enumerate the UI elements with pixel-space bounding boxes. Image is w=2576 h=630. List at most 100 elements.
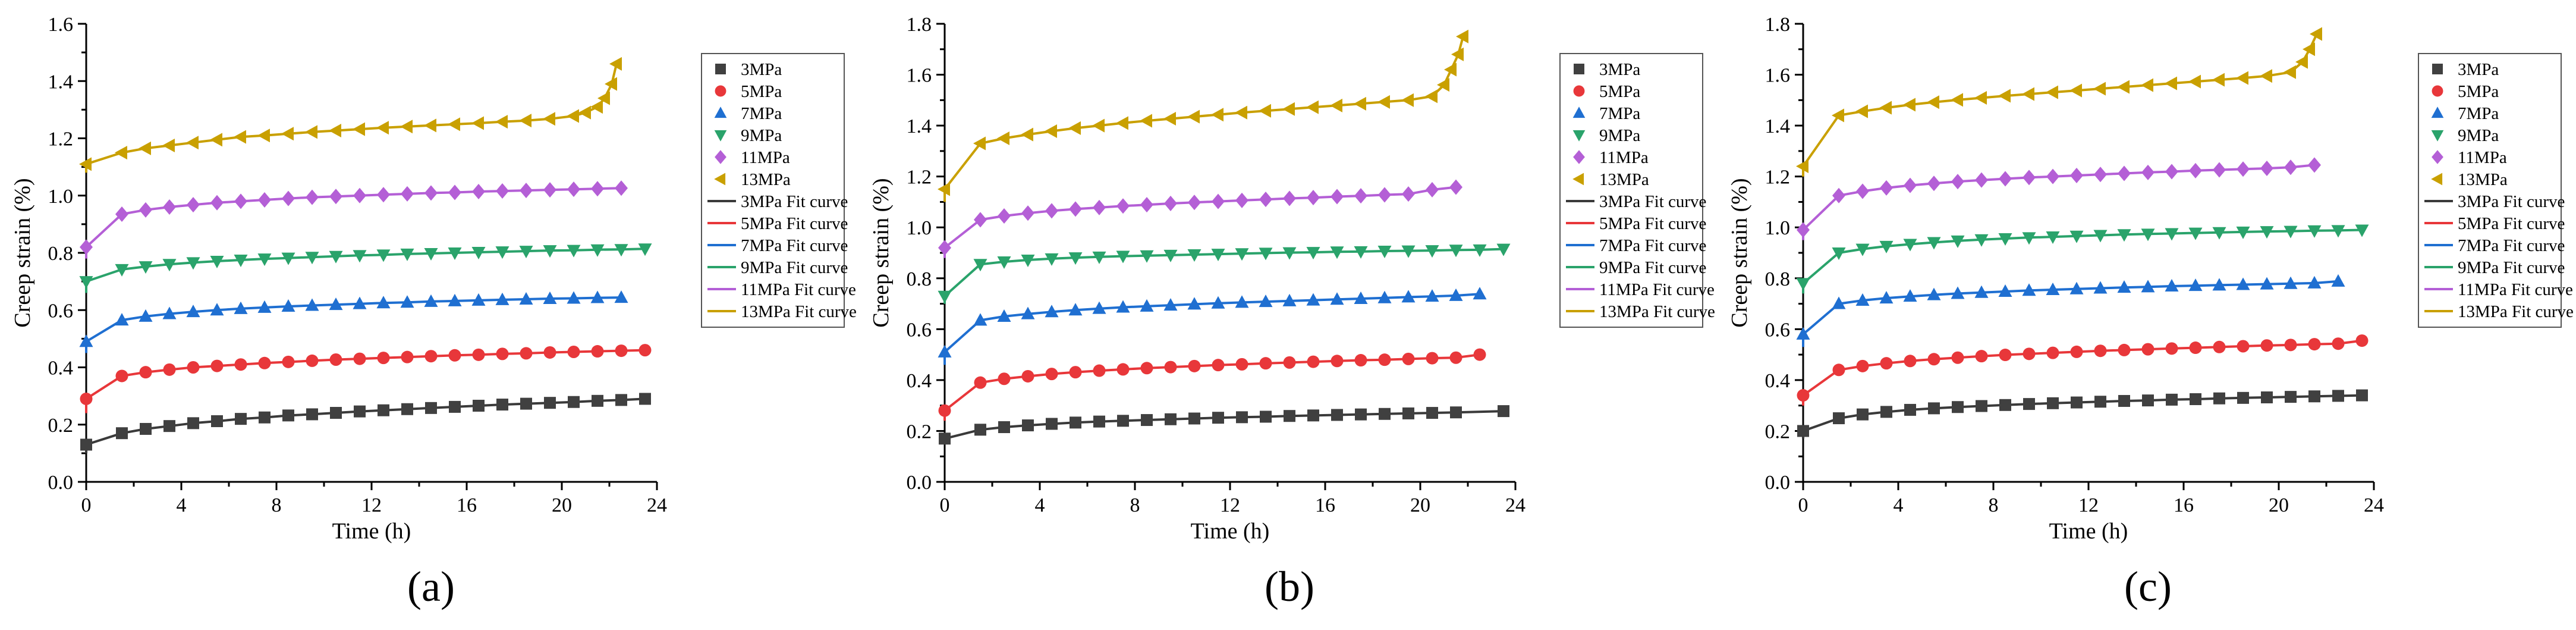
data-point (1880, 406, 1892, 418)
data-point (592, 394, 603, 407)
data-point (1236, 411, 1248, 424)
data-point (1354, 354, 1367, 367)
data-point (80, 392, 93, 405)
series-7MPa (1796, 274, 2345, 340)
data-point (1927, 353, 1940, 366)
data-point (1045, 305, 1059, 318)
data-point (139, 202, 152, 218)
data-point (2355, 334, 2369, 347)
data-point (1832, 363, 1845, 377)
data-point (2117, 229, 2131, 242)
data-point (306, 189, 319, 205)
y-axis-title: Creep strain (%) (10, 178, 35, 327)
data-point (376, 296, 391, 309)
data-point (1259, 104, 1271, 118)
data-point (163, 363, 176, 376)
data-point (377, 187, 390, 203)
data-point (938, 290, 952, 303)
data-point (567, 346, 580, 359)
y-tick-label: 0.8 (48, 243, 74, 265)
legend-label: 5MPa (2458, 82, 2499, 101)
data-point (1282, 293, 1297, 306)
data-point (2141, 280, 2155, 293)
data-point (424, 294, 438, 307)
legend-marker (2431, 130, 2444, 142)
legend-label: 9MPa Fit curve (1599, 258, 1706, 277)
data-point (258, 356, 271, 369)
legend-marker (2431, 106, 2444, 118)
data-point (2165, 164, 2178, 180)
x-axis-title: Time (h) (2049, 519, 2128, 544)
data-point (1974, 90, 1987, 105)
data-point (615, 180, 628, 196)
x-tick-label: 16 (1315, 494, 1335, 516)
data-point (2046, 85, 2058, 99)
data-point (1164, 361, 1177, 374)
series-3MPa (939, 405, 1509, 445)
data-point (1140, 250, 1154, 263)
data-point (162, 306, 177, 319)
legend-label: 5MPa (741, 82, 782, 101)
data-point (1260, 410, 1272, 423)
legend-label: 11MPa Fit curve (741, 280, 856, 299)
data-point (2047, 397, 2059, 409)
legend-label: 3MPa (1599, 60, 1640, 79)
data-point (1140, 299, 1154, 312)
data-point (1904, 177, 1917, 193)
data-point (115, 206, 128, 222)
data-point (1022, 419, 1034, 432)
data-point (2117, 280, 2131, 293)
data-point (2022, 232, 2036, 245)
data-point (1857, 408, 1869, 421)
legend-label: 7MPa Fit curve (741, 236, 848, 255)
data-point (1449, 351, 1462, 364)
legend-frame (1559, 53, 1703, 328)
legend-label: 7MPa (741, 104, 782, 123)
x-axis-title: Time (h) (1191, 519, 1270, 544)
data-point (234, 358, 247, 371)
x-tick-label: 0 (1798, 494, 1808, 516)
data-point (1951, 93, 1963, 107)
data-point (1451, 47, 1464, 61)
data-point (1259, 247, 1273, 261)
data-point (2237, 340, 2250, 353)
data-point (186, 136, 199, 150)
legend-marker (1573, 150, 1585, 164)
data-point (424, 350, 438, 363)
x-tick-label: 4 (1035, 494, 1045, 516)
series-7MPa (938, 287, 1487, 358)
data-point (257, 128, 270, 143)
y-tick-label: 0.0 (48, 472, 74, 494)
legend: 3MPa 5MPa 7MPa 9MPa 11MPa 13MPa 3MPa Fit curve… (1559, 53, 1715, 328)
data-point (1165, 413, 1177, 425)
data-point (257, 300, 272, 313)
data-point (187, 417, 199, 430)
x-tick-label: 20 (2269, 494, 2289, 516)
data-point (2260, 339, 2273, 352)
data-point (1068, 121, 1081, 135)
data-point (115, 369, 128, 383)
data-point (997, 309, 1011, 322)
y-tick-label: 1.6 (907, 65, 932, 87)
data-point (1283, 356, 1296, 369)
data-point (282, 409, 294, 422)
data-point (2069, 83, 2082, 98)
data-point (1425, 245, 1439, 258)
legend-marker (715, 64, 726, 74)
x-tick-label: 20 (552, 494, 572, 516)
data-point (590, 244, 605, 257)
data-point (234, 193, 247, 209)
data-point (2118, 394, 2130, 407)
data-point (257, 253, 272, 267)
data-point (1402, 186, 1415, 202)
data-point (1235, 358, 1248, 371)
data-point (1117, 415, 1129, 427)
y-tick-label: 0.6 (1765, 319, 1791, 341)
y-tick-label: 1.2 (1765, 167, 1791, 189)
data-point (2069, 281, 2084, 294)
data-point (139, 141, 151, 155)
data-point (2189, 341, 2202, 355)
data-point (2070, 345, 2083, 358)
series-3MPa (80, 393, 651, 451)
data-point (353, 352, 366, 365)
